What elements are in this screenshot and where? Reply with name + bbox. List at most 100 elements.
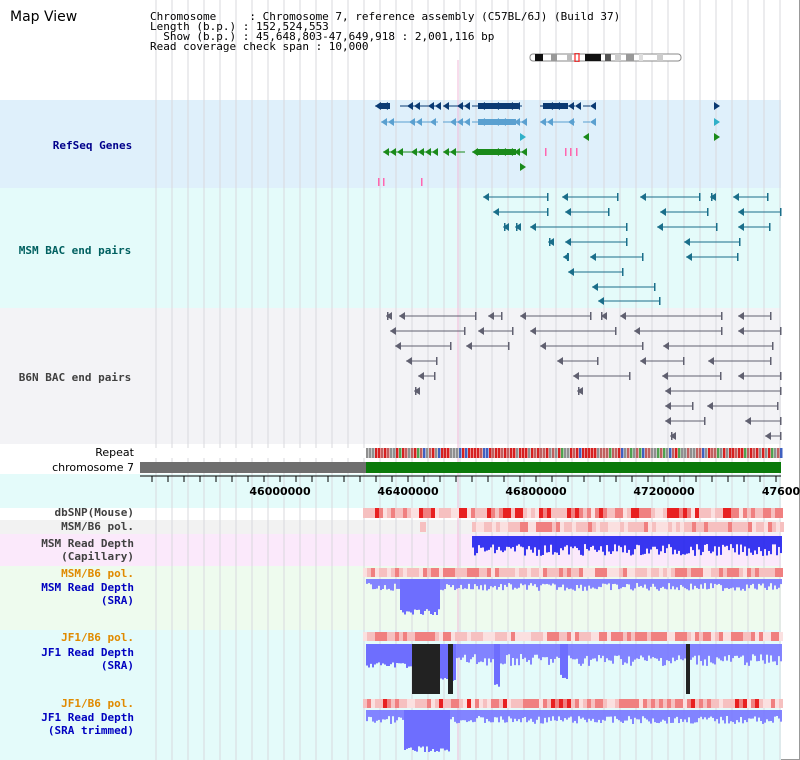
jf1-sra-depth-bar: [776, 644, 778, 666]
msm-sra-depth-bar: [430, 579, 432, 614]
msm-capillary-depth-bar: [586, 536, 588, 550]
msm-b6-pol-mark: [508, 522, 512, 532]
msm-b6-pol-mark: [568, 522, 572, 532]
jf1-sra-depth-bar: [486, 644, 488, 666]
msm-capillary-depth-bar: [570, 536, 572, 547]
dbsnp-mark: [487, 508, 491, 518]
msm-sra-depth-bar: [706, 579, 708, 590]
jf1-pol-mark: [711, 632, 715, 641]
msm-capillary-depth-bar: [474, 536, 476, 556]
jf1-trimmed-depth-bar: [618, 710, 620, 721]
gene-exon-arrow: [590, 102, 596, 110]
jf1-trim-pol-mark: [535, 699, 539, 708]
jf1-trimmed-depth-bar: [564, 710, 566, 719]
msm-capillary-depth-bar: [642, 536, 644, 555]
msm-sra-depth-bar: [494, 579, 496, 586]
jf1-sra-depth-bar: [386, 644, 388, 666]
msm-b6-pol-mark: [780, 522, 784, 532]
b6n-bac-pair-end: [386, 312, 392, 320]
msm-sra-depth-bar: [776, 579, 778, 590]
msm-b6-pol-mark: [684, 522, 688, 532]
repeat-mark: [573, 448, 576, 458]
msm-sra-depth-bar: [652, 579, 654, 584]
jf1-sra-depth-bar: [476, 644, 478, 665]
jf1-sra-depth-bar: [480, 644, 482, 662]
b6n-bac-pair-end: [578, 387, 580, 395]
msm-capillary-depth-bar: [672, 536, 674, 555]
msm-bac-pair-end: [549, 238, 551, 246]
msm-sra-depth-bar: [582, 579, 584, 591]
jf1-pol-mark: [611, 632, 615, 641]
jf1-trim-pol-mark: [427, 699, 431, 708]
jf1-trimmed-depth-bar: [780, 710, 782, 722]
gene-exon-arrow: [714, 133, 720, 141]
jf1-sra-depth-bar: [606, 644, 608, 659]
msm-sra-depth-bar: [530, 579, 532, 584]
b6n-bac-pair-end: [520, 312, 526, 320]
msm-sra-depth-bar: [584, 579, 586, 587]
jf1-trim-pol-mark: [375, 699, 379, 708]
jf1-sra-depth-bar: [680, 644, 682, 660]
chromosome-7-label: chromosome 7: [52, 461, 134, 474]
chromosome-ideogram[interactable]: [529, 53, 682, 62]
msm-sra-depth-bar: [678, 579, 680, 591]
jf1-sra-depth-bar: [498, 644, 500, 687]
msm-capillary-depth-bar: [490, 536, 492, 548]
msm-sra-depth-bar: [778, 579, 780, 588]
msm-sra-depth-bar: [450, 579, 452, 588]
jf1-trimmed-depth-band: [0, 698, 781, 760]
jf1-trimmed-depth-bar: [430, 710, 432, 751]
map-view-title: Map View: [10, 9, 78, 25]
jf1-trim-pol-mark: [759, 699, 763, 708]
msm-sra-depth-bar: [666, 579, 668, 590]
jf1-trimmed-depth-bar: [520, 710, 522, 723]
msm-sra-pol-mark: [751, 568, 755, 577]
jf1-trimmed-depth-bar: [772, 710, 774, 723]
msm-sra-depth-bar: [378, 579, 380, 586]
b6n-bac-pair-end: [590, 312, 592, 320]
msm-sra-pol-mark: [403, 568, 407, 577]
repeat-mark: [690, 448, 693, 458]
msm-sra-pol-mark: [559, 568, 563, 577]
jf1-pol-mark: [419, 632, 423, 641]
msm-sra-depth-bar: [462, 579, 464, 590]
jf1-trim-pol-mark: [603, 699, 607, 708]
msm-sra-pol-mark: [627, 568, 631, 577]
jf1-sra-depth-bar: [618, 644, 620, 656]
jf1-trimmed-depth-bar: [632, 710, 634, 724]
jf1-trimmed-depth-bar: [760, 710, 762, 722]
msm-sra-depth-bar: [574, 579, 576, 591]
dbsnp-mark: [759, 508, 763, 518]
jf1-trimmed-depth-bar: [492, 710, 494, 723]
jf1-trim-pol-mark: [391, 699, 395, 708]
dbsnp-mark: [559, 508, 563, 518]
msm-sra-pol-mark: [367, 568, 371, 577]
repeat-mark: [396, 448, 399, 458]
msm-read-depth-sra-label: MSM Read Depth (SRA): [41, 581, 134, 607]
jf1-sra-depth-bar: [720, 644, 722, 661]
jf1-pol-mark: [643, 632, 647, 641]
msm-capillary-depth-bar: [594, 536, 596, 550]
msm-capillary-depth-bar: [710, 536, 712, 554]
msm-sra-pol-mark: [543, 568, 547, 577]
jf1-pol-mark: [775, 632, 779, 641]
jf1-sra-depth-bar: [662, 644, 664, 666]
jf1-pol-mark: [431, 632, 435, 641]
msm-capillary-depth-bar: [540, 536, 542, 556]
jf1-trimmed-depth-bar: [522, 710, 524, 719]
jf1-sra-depth-bar: [530, 644, 532, 665]
jf1-trimmed-depth-bar: [596, 710, 598, 723]
msm-capillary-depth-bar: [648, 536, 650, 554]
dbsnp-mark: [707, 508, 711, 518]
dbsnp-mark: [379, 508, 383, 518]
jf1-sra-depth-bar: [644, 644, 646, 661]
jf1-trimmed-depth-bar: [590, 710, 592, 721]
msm-capillary-depth-bar: [760, 536, 762, 552]
msm-b6-pol-mark: [636, 522, 640, 532]
jf1-sra-depth-bar: [576, 644, 578, 659]
jf1-trimmed-depth-bar: [374, 710, 376, 723]
dbsnp-mark: [523, 508, 527, 518]
msm-capillary-depth-bar: [508, 536, 510, 547]
jf1-sra-depth-bar: [502, 644, 504, 665]
jf1-sra-depth-bar: [604, 644, 606, 663]
